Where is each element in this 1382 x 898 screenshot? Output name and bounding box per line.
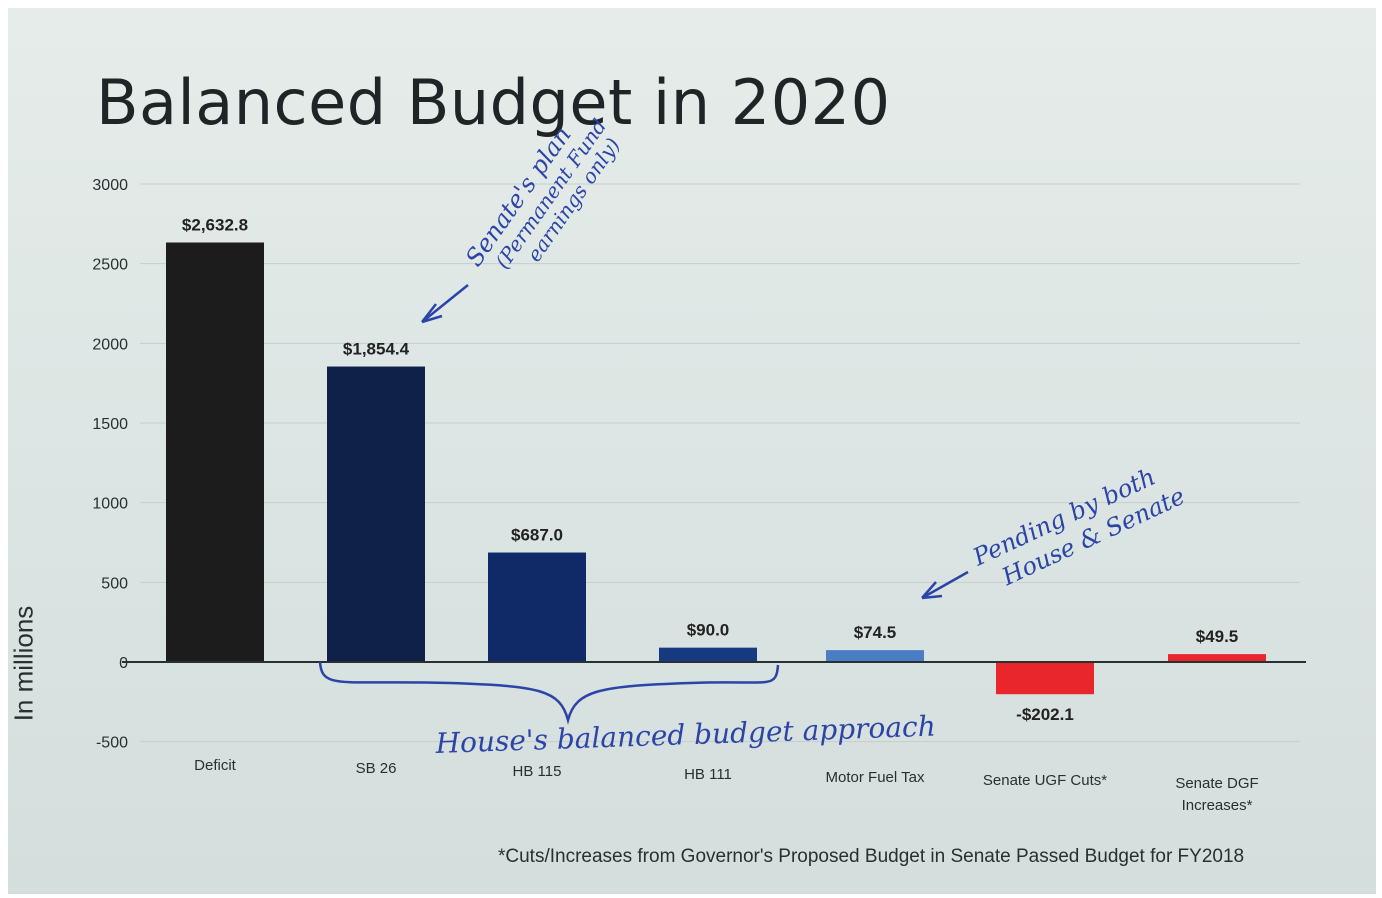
category-label: Increases* [1182,797,1253,814]
y-tick-label: 1500 [92,416,128,433]
category-label: Motor Fuel Tax [826,769,925,786]
house-brace [318,661,780,725]
data-label: $1,854.4 [343,340,410,359]
bar [327,366,425,662]
footnote: *Cuts/Increases from Governor's Proposed… [498,846,1245,867]
y-tick-label: 3000 [92,177,128,194]
bar [996,662,1094,695]
bar [659,647,757,662]
y-tick-label: 2000 [92,336,128,353]
y-tick-label: -500 [96,735,128,752]
data-label: $687.0 [511,526,563,545]
data-label: -$202.1 [1016,705,1074,724]
category-label: Senate DGF [1175,775,1258,792]
category-label: HB 111 [684,766,732,783]
y-tick-labels: 3000 2500 2000 1500 1000 500 0 -500 [92,177,128,752]
y-tick-label: 1000 [92,496,128,513]
bar [1168,654,1266,662]
chart-title: Balanced Budget in 2020 [96,66,891,139]
y-tick-label: 0 [119,655,128,672]
category-label: HB 115 [513,763,562,780]
category-label: Senate UGF Cuts* [983,772,1107,789]
senate-arrow-icon [421,284,469,324]
bar [826,650,924,662]
pending-arrow-icon [921,570,969,600]
data-label: $74.5 [854,623,897,642]
y-tick-label: 500 [101,575,128,592]
bars [166,242,1266,695]
data-label: $90.0 [687,621,730,640]
data-label: $49.5 [1196,627,1239,646]
bar [166,242,264,662]
house-annotation: House's balanced budget approach [434,710,936,760]
y-tick-label: 2500 [92,257,128,274]
category-label: SB 26 [356,760,397,777]
data-labels: $2,632.8 $1,854.4 $687.0 $90.0 $74.5 -$202.1 $… [182,216,1238,725]
category-label: Deficit [194,757,237,774]
data-label: $2,632.8 [182,216,248,235]
pending-annotation: Pending by both House & Senate [968,463,1189,592]
senate-plan-annotation: Senate's plan (Permanent Fund earnings o… [460,114,625,273]
bar [488,552,586,662]
category-labels: Deficit SB 26 HB 115 HB 111 Motor Fuel Tax Se… [194,757,1259,814]
